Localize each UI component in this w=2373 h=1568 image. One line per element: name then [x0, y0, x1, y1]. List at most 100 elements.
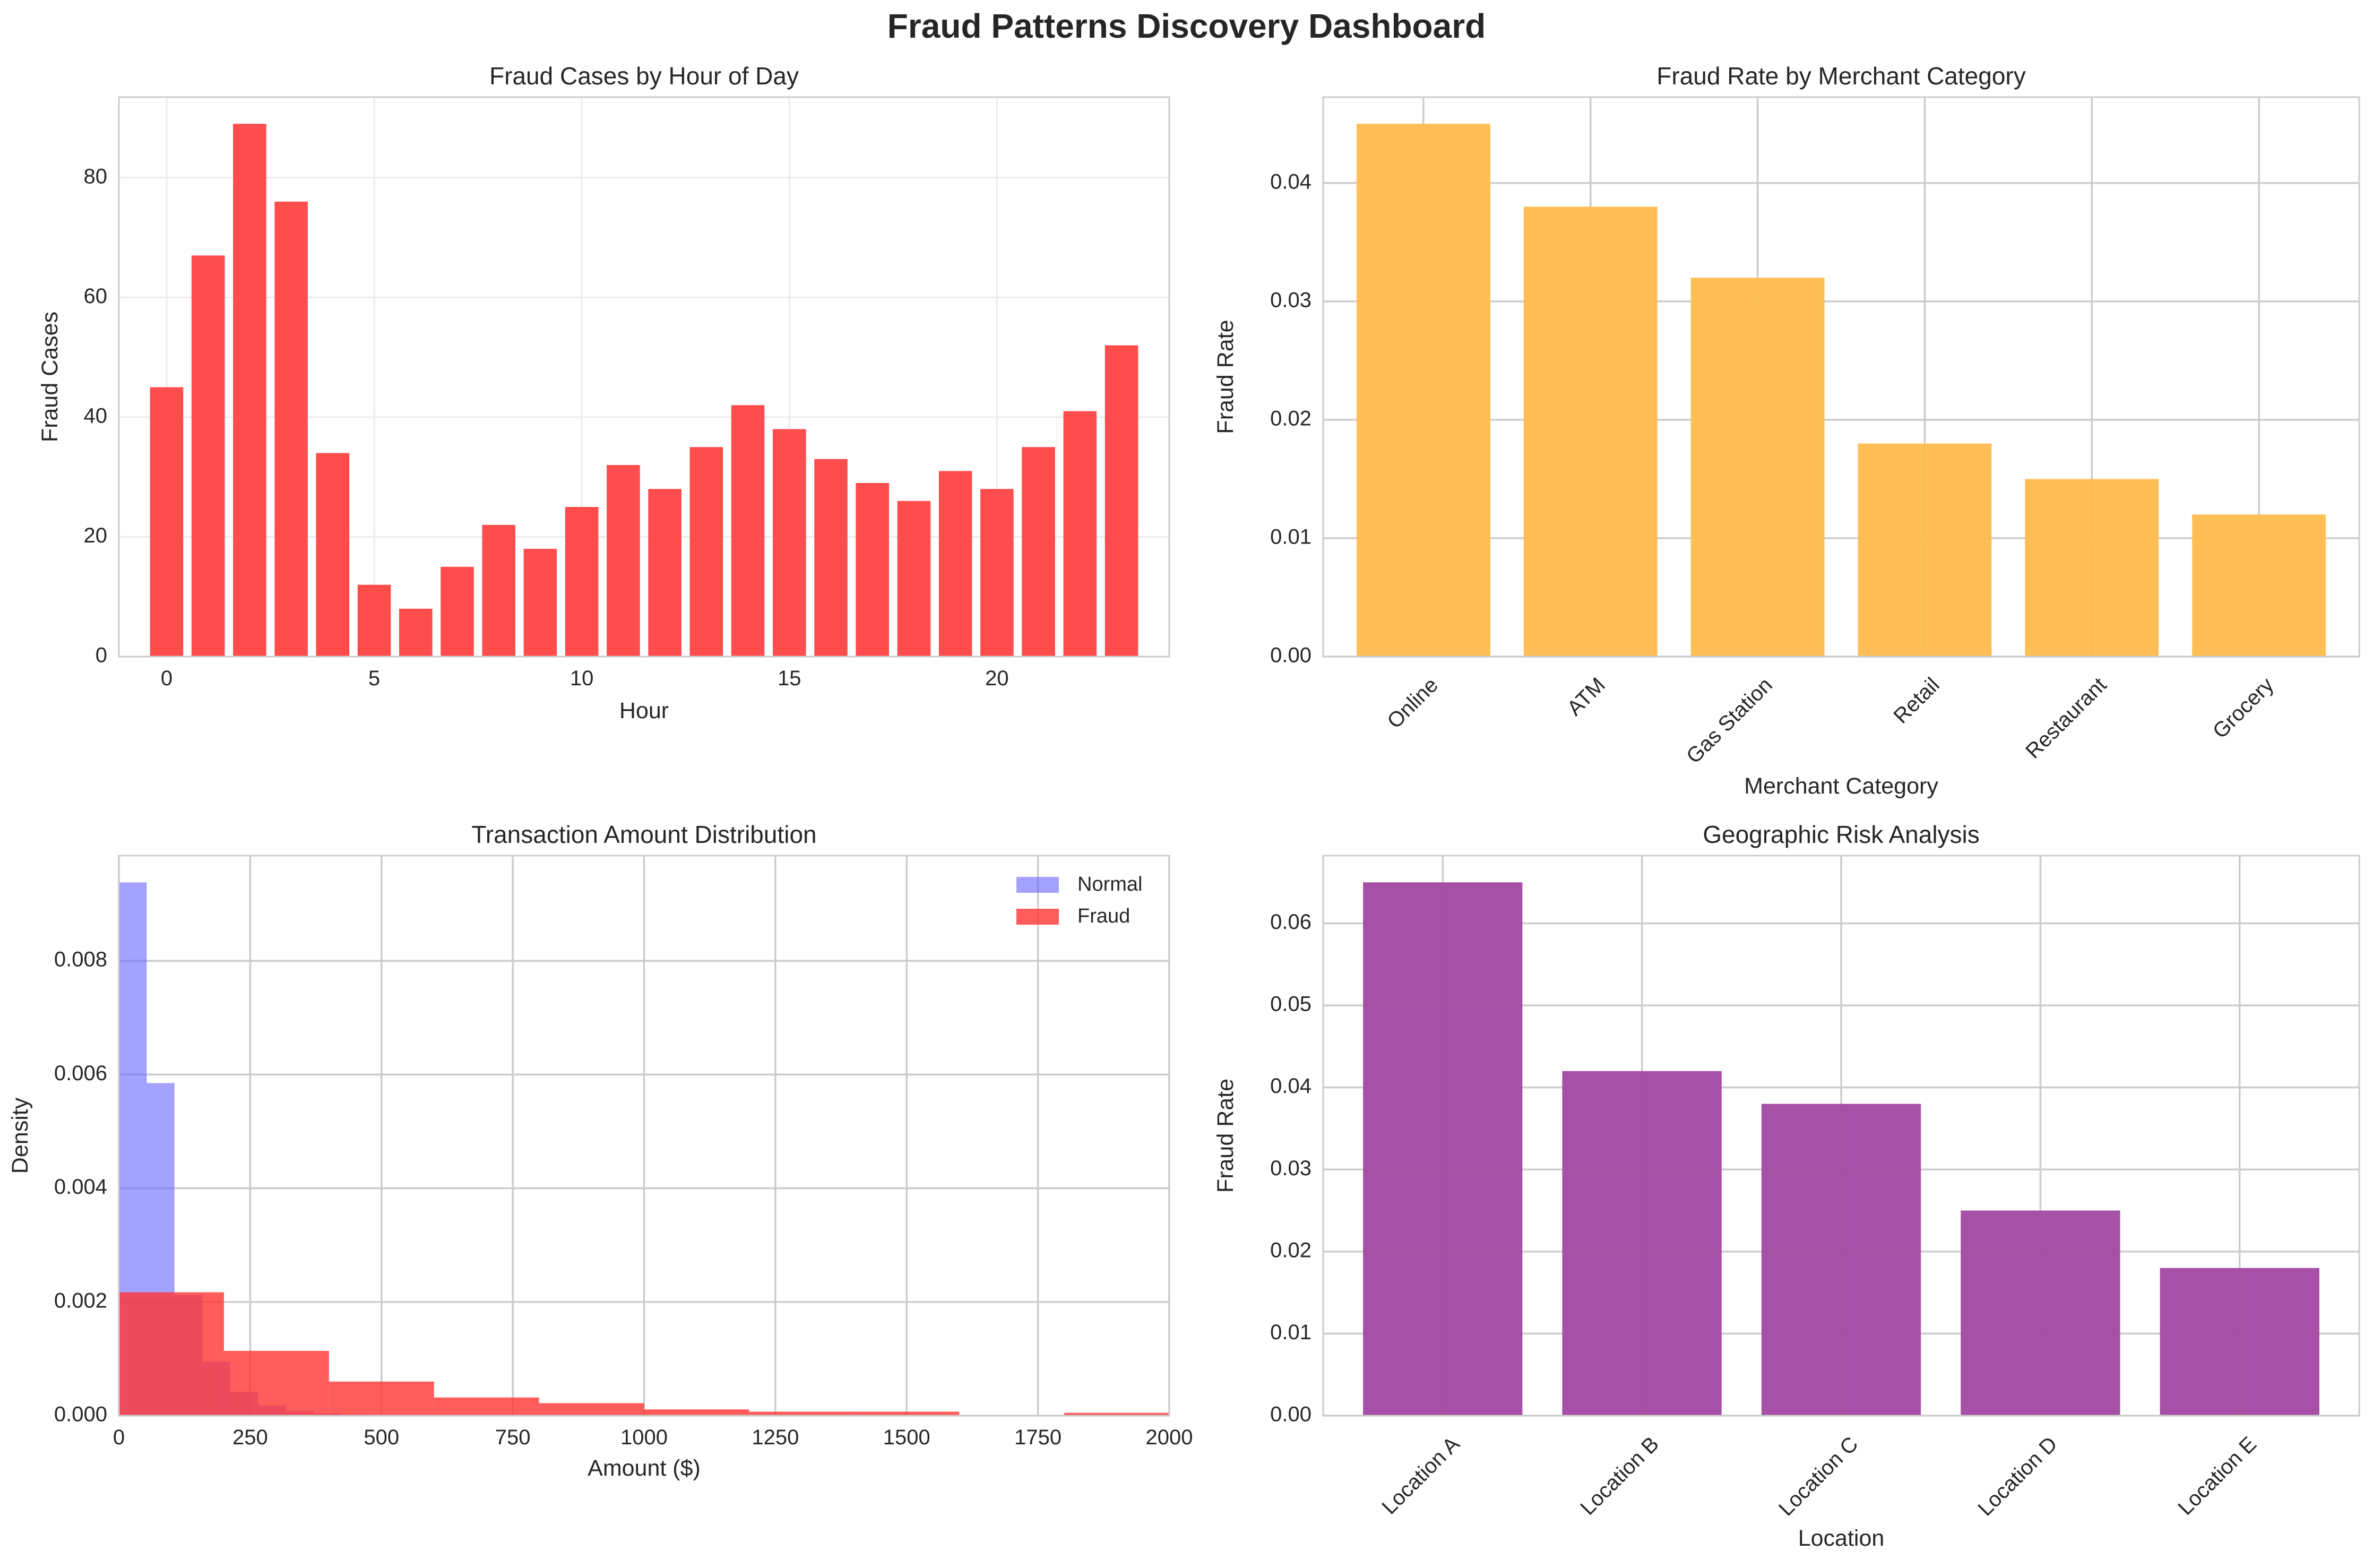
- merchant-chart-ylabel: Fraud Rate: [1213, 320, 1238, 434]
- amount-chart-legend-label-normal: Normal: [1077, 873, 1142, 895]
- location-chart-ylabel: Fraud Rate: [1213, 1079, 1238, 1193]
- merchant-chart-xtick-label: ATM: [1563, 673, 1610, 720]
- hour-chart-bar: [814, 459, 848, 657]
- hour-chart-xlabel: Hour: [619, 698, 669, 723]
- amount-chart-xtick-label: 500: [364, 1426, 399, 1449]
- amount-chart-xtick-label: 2000: [1146, 1426, 1193, 1449]
- hour-chart-bar: [565, 507, 599, 657]
- hour-chart-bar: [441, 566, 474, 657]
- location-chart-xtick-label: Location B: [1576, 1432, 1663, 1520]
- merchant-chart-xtick-label: Online: [1383, 673, 1443, 733]
- hour-chart-ytick-label: 80: [84, 165, 108, 188]
- merchant-chart-ytick-label: 0.01: [1270, 525, 1311, 548]
- hour-chart-bar: [731, 405, 765, 657]
- amount-chart-bin-fraud: [854, 1411, 960, 1416]
- hour-chart-xtick-label: 5: [368, 667, 380, 690]
- amount-chart-bin-fraud: [1064, 1412, 1169, 1416]
- merchant-chart-xtick-label: Gas Station: [1682, 673, 1777, 768]
- amount-chart-bin-fraud: [644, 1409, 749, 1416]
- hour-chart-ytick-label: 20: [84, 524, 108, 547]
- hour-chart-bar: [233, 124, 266, 657]
- amount-chart-bin-fraud: [329, 1381, 434, 1416]
- amount-chart-xtick-label: 0: [113, 1426, 125, 1449]
- location-chart-ytick-label: 0.05: [1270, 993, 1311, 1016]
- merchant-chart-ytick-label: 0.00: [1270, 644, 1311, 667]
- hour-chart-bar: [772, 429, 806, 657]
- location-chart-ytick-label: 0.06: [1270, 910, 1311, 934]
- amount-chart-bin-fraud: [434, 1397, 539, 1416]
- hour-chart-bar: [607, 465, 640, 657]
- amount-chart-legend-label-fraud: Fraud: [1077, 905, 1130, 927]
- location-chart-bar: [1363, 882, 1523, 1416]
- hour-chart-bar: [1022, 447, 1055, 657]
- hour-chart-xtick-label: 20: [985, 667, 1009, 690]
- location-chart-xtick-label: Location C: [1774, 1432, 1862, 1520]
- location-chart-ytick-label: 0.03: [1270, 1157, 1311, 1180]
- amount-chart-legend-swatch-fraud: [1016, 909, 1059, 925]
- amount-chart-frame: [118, 855, 1170, 1417]
- location-chart-bar: [2160, 1268, 2319, 1416]
- amount-chart-legend-swatch-normal: [1016, 877, 1059, 893]
- amount-chart-xtick-label: 1500: [883, 1426, 930, 1449]
- hour-chart-bar: [1104, 345, 1138, 657]
- amount-chart-ytick-label: 0.004: [54, 1175, 107, 1199]
- hour-chart-bar: [357, 584, 391, 657]
- merchant-chart-frame: [1322, 96, 2360, 658]
- hour-chart-bar: [938, 471, 972, 657]
- dashboard-title: Fraud Patterns Discovery Dashboard: [887, 7, 1486, 45]
- hour-chart-bar: [150, 387, 184, 657]
- hour-chart-ylabel: Fraud Cases: [37, 312, 63, 442]
- merchant-chart-bar: [1858, 443, 1992, 657]
- hour-chart-bar: [523, 548, 557, 657]
- hour-chart-xtick-label: 15: [778, 667, 801, 690]
- merchant-chart-bar: [1356, 124, 1490, 657]
- hour-chart-frame: [118, 96, 1170, 658]
- hour-chart-bar: [689, 447, 723, 657]
- location-chart-ytick-label: 0.01: [1270, 1321, 1311, 1344]
- amount-chart-bin-fraud: [749, 1411, 855, 1416]
- amount-chart-xtick-label: 1000: [620, 1426, 668, 1449]
- location-chart-frame: [1322, 855, 2360, 1417]
- amount-chart-xtick-label: 250: [232, 1426, 268, 1449]
- amount-chart-ytick-label: 0.002: [54, 1289, 107, 1312]
- amount-chart-ytick-label: 0.008: [54, 948, 107, 971]
- location-chart-title: Geographic Risk Analysis: [1703, 821, 1980, 848]
- merchant-chart-bar: [1523, 206, 1658, 657]
- location-chart-xtick-label: Location E: [2173, 1432, 2261, 1520]
- amount-chart-xtick-label: 1750: [1014, 1426, 1062, 1449]
- hour-chart-bar: [399, 608, 433, 657]
- hour-chart-bar: [897, 501, 931, 657]
- hour-chart-ytick-label: 0: [96, 644, 107, 667]
- hour-chart-bar: [191, 255, 225, 657]
- amount-chart-ytick-label: 0.006: [54, 1062, 107, 1085]
- merchant-chart-xtick-label: Grocery: [2208, 673, 2279, 743]
- amount-chart-bin-fraud: [223, 1350, 329, 1416]
- location-chart-ytick-label: 0.00: [1270, 1403, 1311, 1426]
- hour-chart-bar: [482, 524, 516, 657]
- amount-chart-xlabel: Amount ($): [588, 1455, 701, 1481]
- amount-chart-ylabel: Density: [7, 1097, 33, 1174]
- merchant-chart-title: Fraud Rate by Merchant Category: [1656, 62, 2025, 90]
- hour-chart-xtick-label: 0: [161, 667, 172, 690]
- hour-chart-ytick-label: 60: [84, 285, 108, 308]
- location-chart-xtick-label: Location A: [1377, 1432, 1464, 1519]
- merchant-chart-bar: [1690, 278, 1825, 657]
- hour-chart-bar: [856, 483, 890, 657]
- amount-chart-title: Transaction Amount Distribution: [471, 821, 816, 848]
- merchant-chart-bar: [2192, 514, 2326, 657]
- hour-chart-title: Fraud Cases by Hour of Day: [489, 62, 799, 90]
- location-chart-xtick-label: Location D: [1973, 1432, 2061, 1520]
- location-chart-ytick-label: 0.04: [1270, 1074, 1311, 1098]
- location-chart-bar: [1562, 1071, 1722, 1416]
- location-chart-ytick-label: 0.02: [1270, 1238, 1311, 1262]
- hour-chart-bar: [1063, 411, 1097, 657]
- merchant-chart-ytick-label: 0.02: [1270, 407, 1311, 430]
- merchant-chart-xtick-label: Restaurant: [2021, 673, 2111, 763]
- location-chart-bar: [1961, 1210, 2120, 1416]
- amount-chart-xtick-label: 750: [495, 1426, 531, 1449]
- hour-chart-ytick-label: 40: [84, 404, 108, 427]
- hour-chart-bar: [980, 489, 1014, 657]
- hour-chart-bar: [274, 201, 308, 657]
- merchant-chart-ytick-label: 0.03: [1270, 288, 1311, 312]
